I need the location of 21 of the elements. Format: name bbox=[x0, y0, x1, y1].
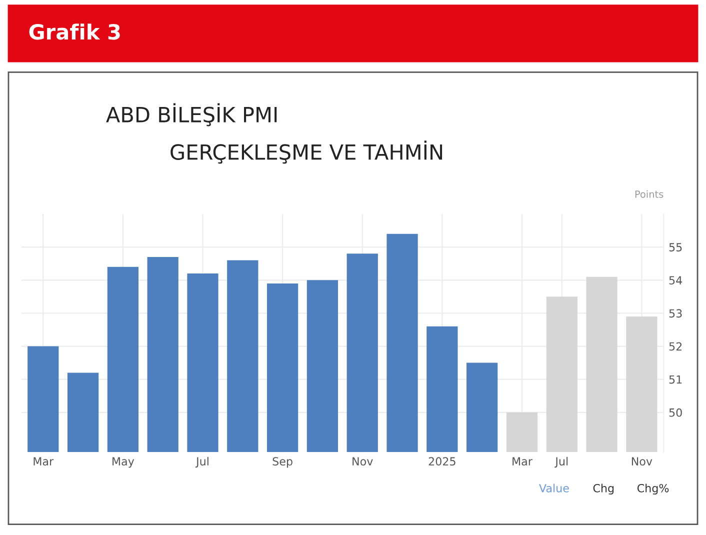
y-axis-title: Points bbox=[635, 190, 664, 198]
chart-title: Grafik 3 bbox=[29, 24, 120, 40]
y-tick-label: 51 bbox=[669, 375, 682, 384]
y-tick-label: 52 bbox=[669, 342, 682, 351]
x-tick-label: Nov bbox=[632, 457, 652, 466]
text: Chg% bbox=[637, 484, 669, 495]
x-tick-label: Mar bbox=[34, 457, 54, 466]
y-tick-label: 55 bbox=[669, 243, 682, 252]
y-tick-label: 50 bbox=[669, 408, 682, 417]
x-tick-label: Mar bbox=[512, 457, 532, 466]
y-tick-label: 54 bbox=[669, 276, 682, 285]
x-tick-label: Jul bbox=[554, 456, 568, 468]
chart-subtitle: ABD BİLEŞİK PMI GERÇEKLEŞME VE TAHMİN bbox=[106, 103, 442, 164]
text: Value bbox=[539, 484, 569, 492]
x-tick-label: Nov bbox=[352, 457, 373, 466]
x-tick-label: 2025 bbox=[428, 457, 456, 466]
x-tick-label: May bbox=[112, 457, 134, 468]
x-tick-label: Jul bbox=[195, 456, 208, 468]
x-tick-label: Sep bbox=[272, 457, 292, 468]
y-tick-label: 53 bbox=[669, 309, 682, 318]
text: Chg bbox=[593, 484, 614, 495]
